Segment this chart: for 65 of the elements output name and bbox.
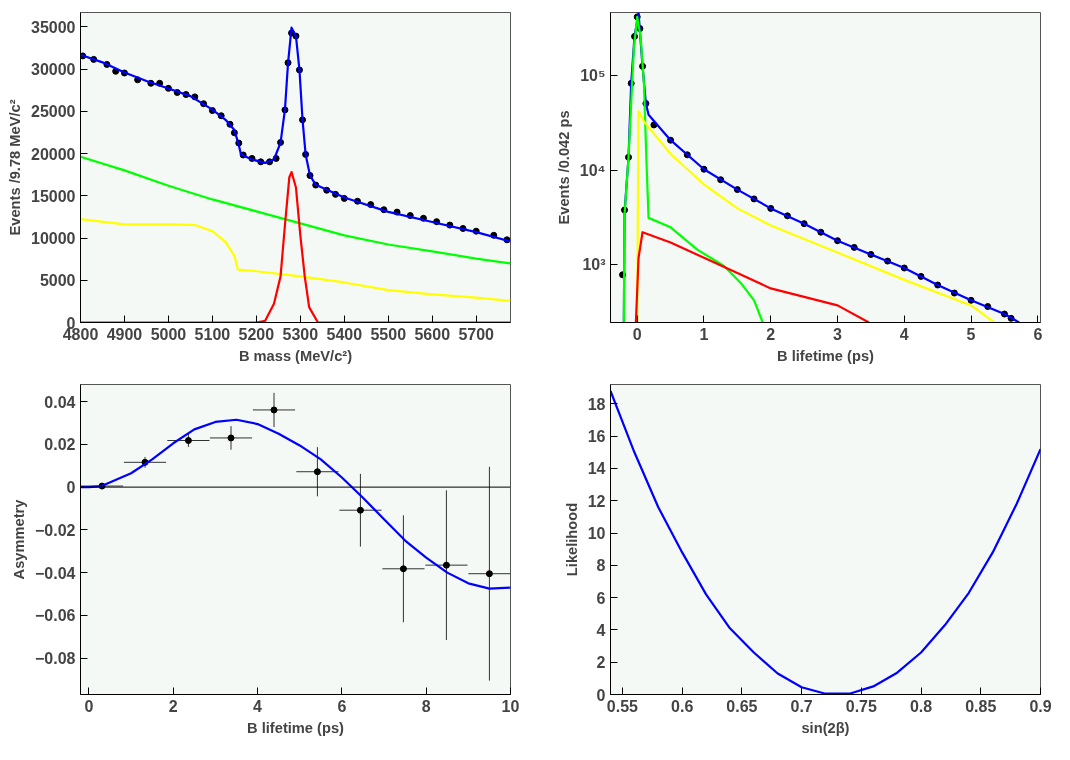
y-tick-label: 0.04: [44, 393, 76, 411]
x-tick-label: 5500: [370, 325, 407, 343]
x-tick-label: 8: [421, 697, 431, 715]
x-tick-label: 10: [501, 697, 520, 715]
x-tick-label: 0.75: [845, 697, 878, 715]
y-tick-label: 12: [587, 492, 606, 510]
x-tick-label: 5: [966, 325, 976, 343]
x-tick-label: 5400: [326, 325, 363, 343]
x-tick-label: 5700: [458, 325, 495, 343]
y-axis-title: Likelihood: [563, 502, 580, 577]
y-tick-label: 18: [587, 395, 606, 413]
y-tick-label: 10⁵: [580, 67, 606, 85]
y-tick-label: 6: [596, 589, 606, 607]
y-tick-label: 35000: [31, 18, 76, 36]
x-tick-label: 0.9: [1029, 697, 1052, 715]
y-tick-label: 25000: [31, 103, 76, 121]
x-tick-label: 0.8: [909, 697, 933, 715]
y-tick-label: 5000: [39, 272, 76, 290]
y-tick-label: −0.08: [35, 650, 76, 668]
x-tick-label: 0.55: [606, 697, 639, 715]
x-tick-label: 0: [632, 325, 642, 343]
y-tick-label: 14: [587, 460, 606, 478]
x-tick-label: 5200: [238, 325, 275, 343]
x-tick-label: 3: [833, 325, 843, 343]
x-tick-label: 5300: [282, 325, 319, 343]
y-tick-label: 10: [587, 525, 606, 543]
x-tick-label: 0.65: [726, 697, 758, 715]
x-tick-label: 5000: [150, 325, 187, 343]
x-tick-label: 4900: [106, 325, 143, 343]
x-tick-label: 5100: [194, 325, 231, 343]
x-tick-label: 0: [84, 697, 94, 715]
y-tick-label: 20000: [31, 145, 76, 163]
x-tick-label: 4: [253, 697, 263, 715]
y-tick-label: 16: [587, 428, 606, 446]
y-tick-label: 0: [66, 479, 76, 497]
y-tick-label: −0.04: [35, 564, 76, 582]
y-axis-title: Events /9.78 MeV/c²: [7, 99, 24, 236]
x-tick-label: 0.7: [790, 697, 813, 715]
x-tick-label: 2: [766, 325, 776, 343]
y-axis-title: Events /0.042 ps: [555, 110, 572, 225]
y-axis-title: Asymmetry: [11, 498, 28, 580]
y-tick-label: 2: [596, 654, 606, 672]
y-tick-label: 0: [596, 686, 606, 704]
y-tick-label: 30000: [31, 61, 76, 79]
x-tick-label: 6: [337, 697, 347, 715]
y-tick-label: −0.02: [35, 521, 76, 539]
y-tick-label: 8: [596, 557, 606, 575]
y-tick-label: 10⁴: [579, 161, 606, 179]
y-tick-label: 4: [596, 621, 606, 639]
y-tick-label: 15000: [31, 187, 76, 205]
x-axis-title: B mass (MeV/c²): [238, 347, 353, 364]
x-axis-title: B lifetime (ps): [777, 347, 875, 364]
x-tick-label: 4: [899, 325, 909, 343]
x-tick-label: 0.6: [671, 697, 694, 715]
y-tick-label: −0.06: [35, 607, 76, 625]
x-axis-title: B lifetime (ps): [247, 719, 345, 736]
x-tick-label: 1: [699, 325, 709, 343]
x-axis-title: sin(2β): [801, 719, 850, 736]
x-tick-label: 5600: [414, 325, 451, 343]
x-tick-label: 6: [1033, 325, 1043, 343]
y-tick-label: 0.02: [44, 436, 76, 454]
y-tick-label: 10³: [582, 256, 606, 274]
y-tick-label: 10000: [31, 230, 76, 248]
x-tick-label: 0.85: [965, 697, 997, 715]
x-tick-label: 2: [168, 697, 178, 715]
